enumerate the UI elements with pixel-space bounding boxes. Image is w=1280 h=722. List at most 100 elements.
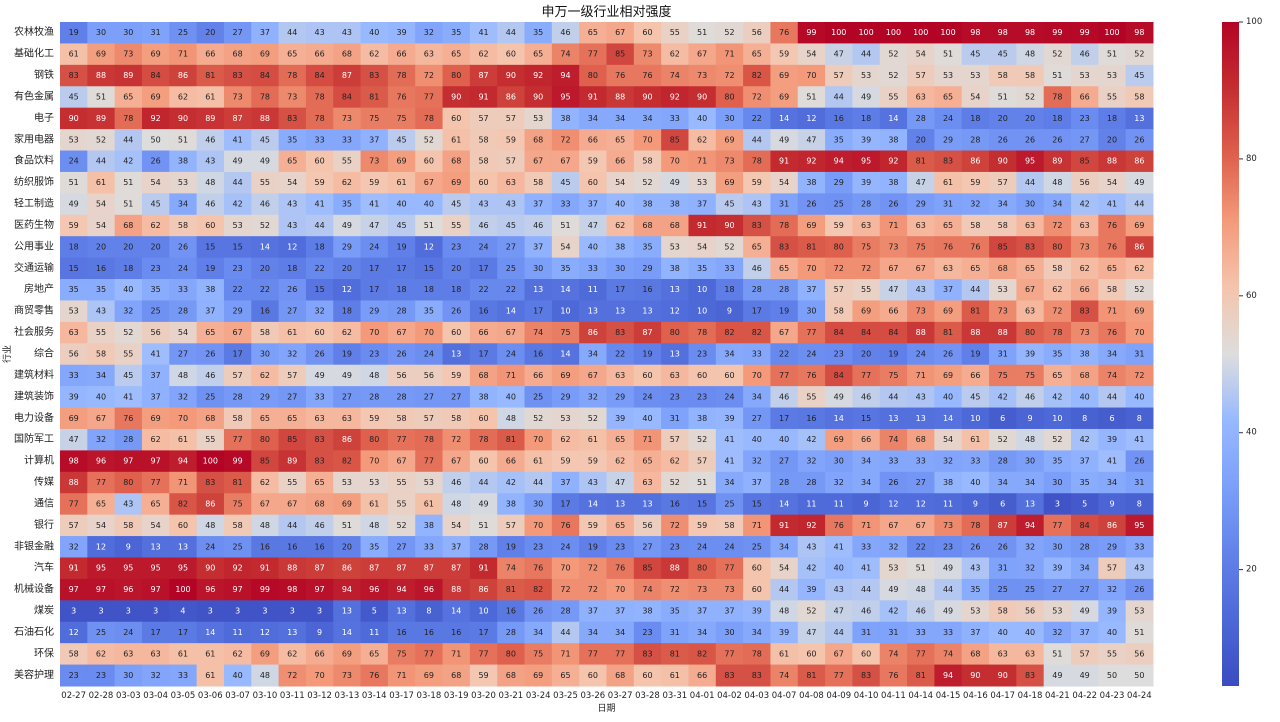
heatmap-cell <box>278 236 307 259</box>
cell-value-label: 83 <box>314 435 324 444</box>
cell-value-label: 56 <box>69 350 79 359</box>
cell-value-label: 66 <box>861 435 871 444</box>
heatmap-cell <box>415 86 444 109</box>
cell-value-label: 46 <box>205 200 215 209</box>
cell-value-label: 50 <box>151 135 161 144</box>
cell-value-label: 90 <box>533 92 543 101</box>
y-tick-label: 石油石化 <box>14 625 54 638</box>
cell-value-label: 17 <box>478 264 488 273</box>
cell-value-label: 14 <box>205 628 215 637</box>
x-tick-label: 04-09 <box>826 691 851 701</box>
cell-value-label: 99 <box>1052 28 1062 37</box>
cell-value-label: 9 <box>126 542 131 551</box>
heatmap-cell <box>60 386 88 409</box>
cell-value-label: 78 <box>478 435 488 444</box>
cell-value-label: 11 <box>943 499 953 508</box>
cell-value-label: 42 <box>806 564 816 573</box>
cell-value-label: 44 <box>478 478 488 487</box>
heatmap-cell <box>825 321 853 344</box>
heatmap-cell <box>934 428 963 451</box>
cell-value-label: 28 <box>861 200 871 209</box>
heatmap-cell <box>360 536 389 558</box>
x-tick-label: 04-17 <box>990 691 1015 701</box>
cell-value-label: 13 <box>588 307 598 316</box>
heatmap-cell <box>442 236 471 259</box>
heatmap-cell <box>223 171 252 194</box>
heatmap-cell <box>879 428 908 451</box>
x-tick-label: 04-16 <box>963 691 988 701</box>
cell-value-label: 59 <box>752 178 762 187</box>
cell-value-label: 62 <box>560 435 570 444</box>
cell-value-label: 16 <box>260 542 270 551</box>
heatmap-cell <box>1071 493 1099 516</box>
heatmap-cell <box>114 150 143 173</box>
cell-value-label: 58 <box>533 178 543 187</box>
heatmap-cell <box>1043 364 1072 387</box>
cell-value-label: 3 <box>98 607 103 616</box>
cell-value-label: 63 <box>1080 221 1090 230</box>
cell-value-label: 72 <box>1052 307 1062 316</box>
cell-value-label: 16 <box>424 628 434 637</box>
cell-value-label: 99 <box>1080 28 1090 37</box>
cell-value-label: 19 <box>342 350 352 359</box>
cell-value-label: 96 <box>123 585 133 594</box>
cell-value-label: 30 <box>806 307 816 316</box>
cell-value-label: 78 <box>123 114 133 123</box>
cell-value-label: 90 <box>998 157 1008 166</box>
heatmap-cell <box>87 343 116 366</box>
cell-value-label: 69 <box>151 50 161 59</box>
heatmap-cell <box>797 64 826 87</box>
heatmap-cell <box>825 536 853 558</box>
cell-value-label: 24 <box>69 157 79 166</box>
cell-value-label: 58 <box>970 221 980 230</box>
cell-value-label: 59 <box>588 521 598 530</box>
cell-value-label: 53 <box>1107 71 1117 80</box>
heatmap-cell <box>961 193 990 216</box>
heatmap-cell <box>387 514 416 537</box>
cell-value-label: 55 <box>451 221 461 230</box>
heatmap-cell <box>1016 129 1045 152</box>
y-tick-label: 美容护理 <box>14 668 54 681</box>
y-tick-label: 通信 <box>34 497 54 509</box>
cell-value-label: 59 <box>314 178 324 187</box>
cell-value-label: 80 <box>260 435 270 444</box>
heatmap-cell <box>141 171 170 194</box>
cell-value-label: 84 <box>342 92 352 101</box>
heatmap-cell <box>60 236 88 259</box>
heatmap-cell <box>579 514 607 537</box>
heatmap-cell <box>743 43 771 66</box>
cell-value-label: 34 <box>998 478 1008 487</box>
heatmap-cell <box>169 386 198 409</box>
heatmap-cell <box>579 236 607 259</box>
heatmap-cell <box>743 150 771 173</box>
cell-value-label: 77 <box>151 478 161 487</box>
cell-value-label: 33 <box>178 671 188 680</box>
cell-value-label: 53 <box>670 242 680 251</box>
heatmap-cell <box>1098 493 1127 516</box>
cell-value-label: 97 <box>123 457 133 466</box>
heatmap-cell <box>305 321 334 344</box>
heatmap-cell <box>196 407 225 430</box>
heatmap-cell <box>60 514 88 537</box>
cell-value-label: 12 <box>916 499 926 508</box>
heatmap-cell <box>934 407 963 430</box>
heatmap-cell <box>1016 514 1045 537</box>
cell-value-label: 42 <box>233 200 243 209</box>
cell-value-label: 45 <box>396 221 406 230</box>
heatmap-cell <box>1043 279 1072 301</box>
heatmap-cell <box>1043 86 1072 109</box>
heatmap-cell <box>387 279 416 301</box>
heatmap-cell <box>114 321 143 344</box>
cell-value-label: 76 <box>642 71 652 80</box>
cell-value-label: 17 <box>615 285 625 294</box>
cell-value-label: 58 <box>998 221 1008 230</box>
cell-value-label: 80 <box>724 92 734 101</box>
heatmap-cell <box>196 364 225 387</box>
heatmap-cell <box>661 514 689 537</box>
cell-value-label: 76 <box>779 28 789 37</box>
heatmap-cell <box>305 493 334 516</box>
y-tick-label: 计算机 <box>24 454 54 467</box>
heatmap-cell <box>688 493 717 516</box>
heatmap-cell <box>579 214 607 237</box>
heatmap-cell <box>661 321 689 344</box>
